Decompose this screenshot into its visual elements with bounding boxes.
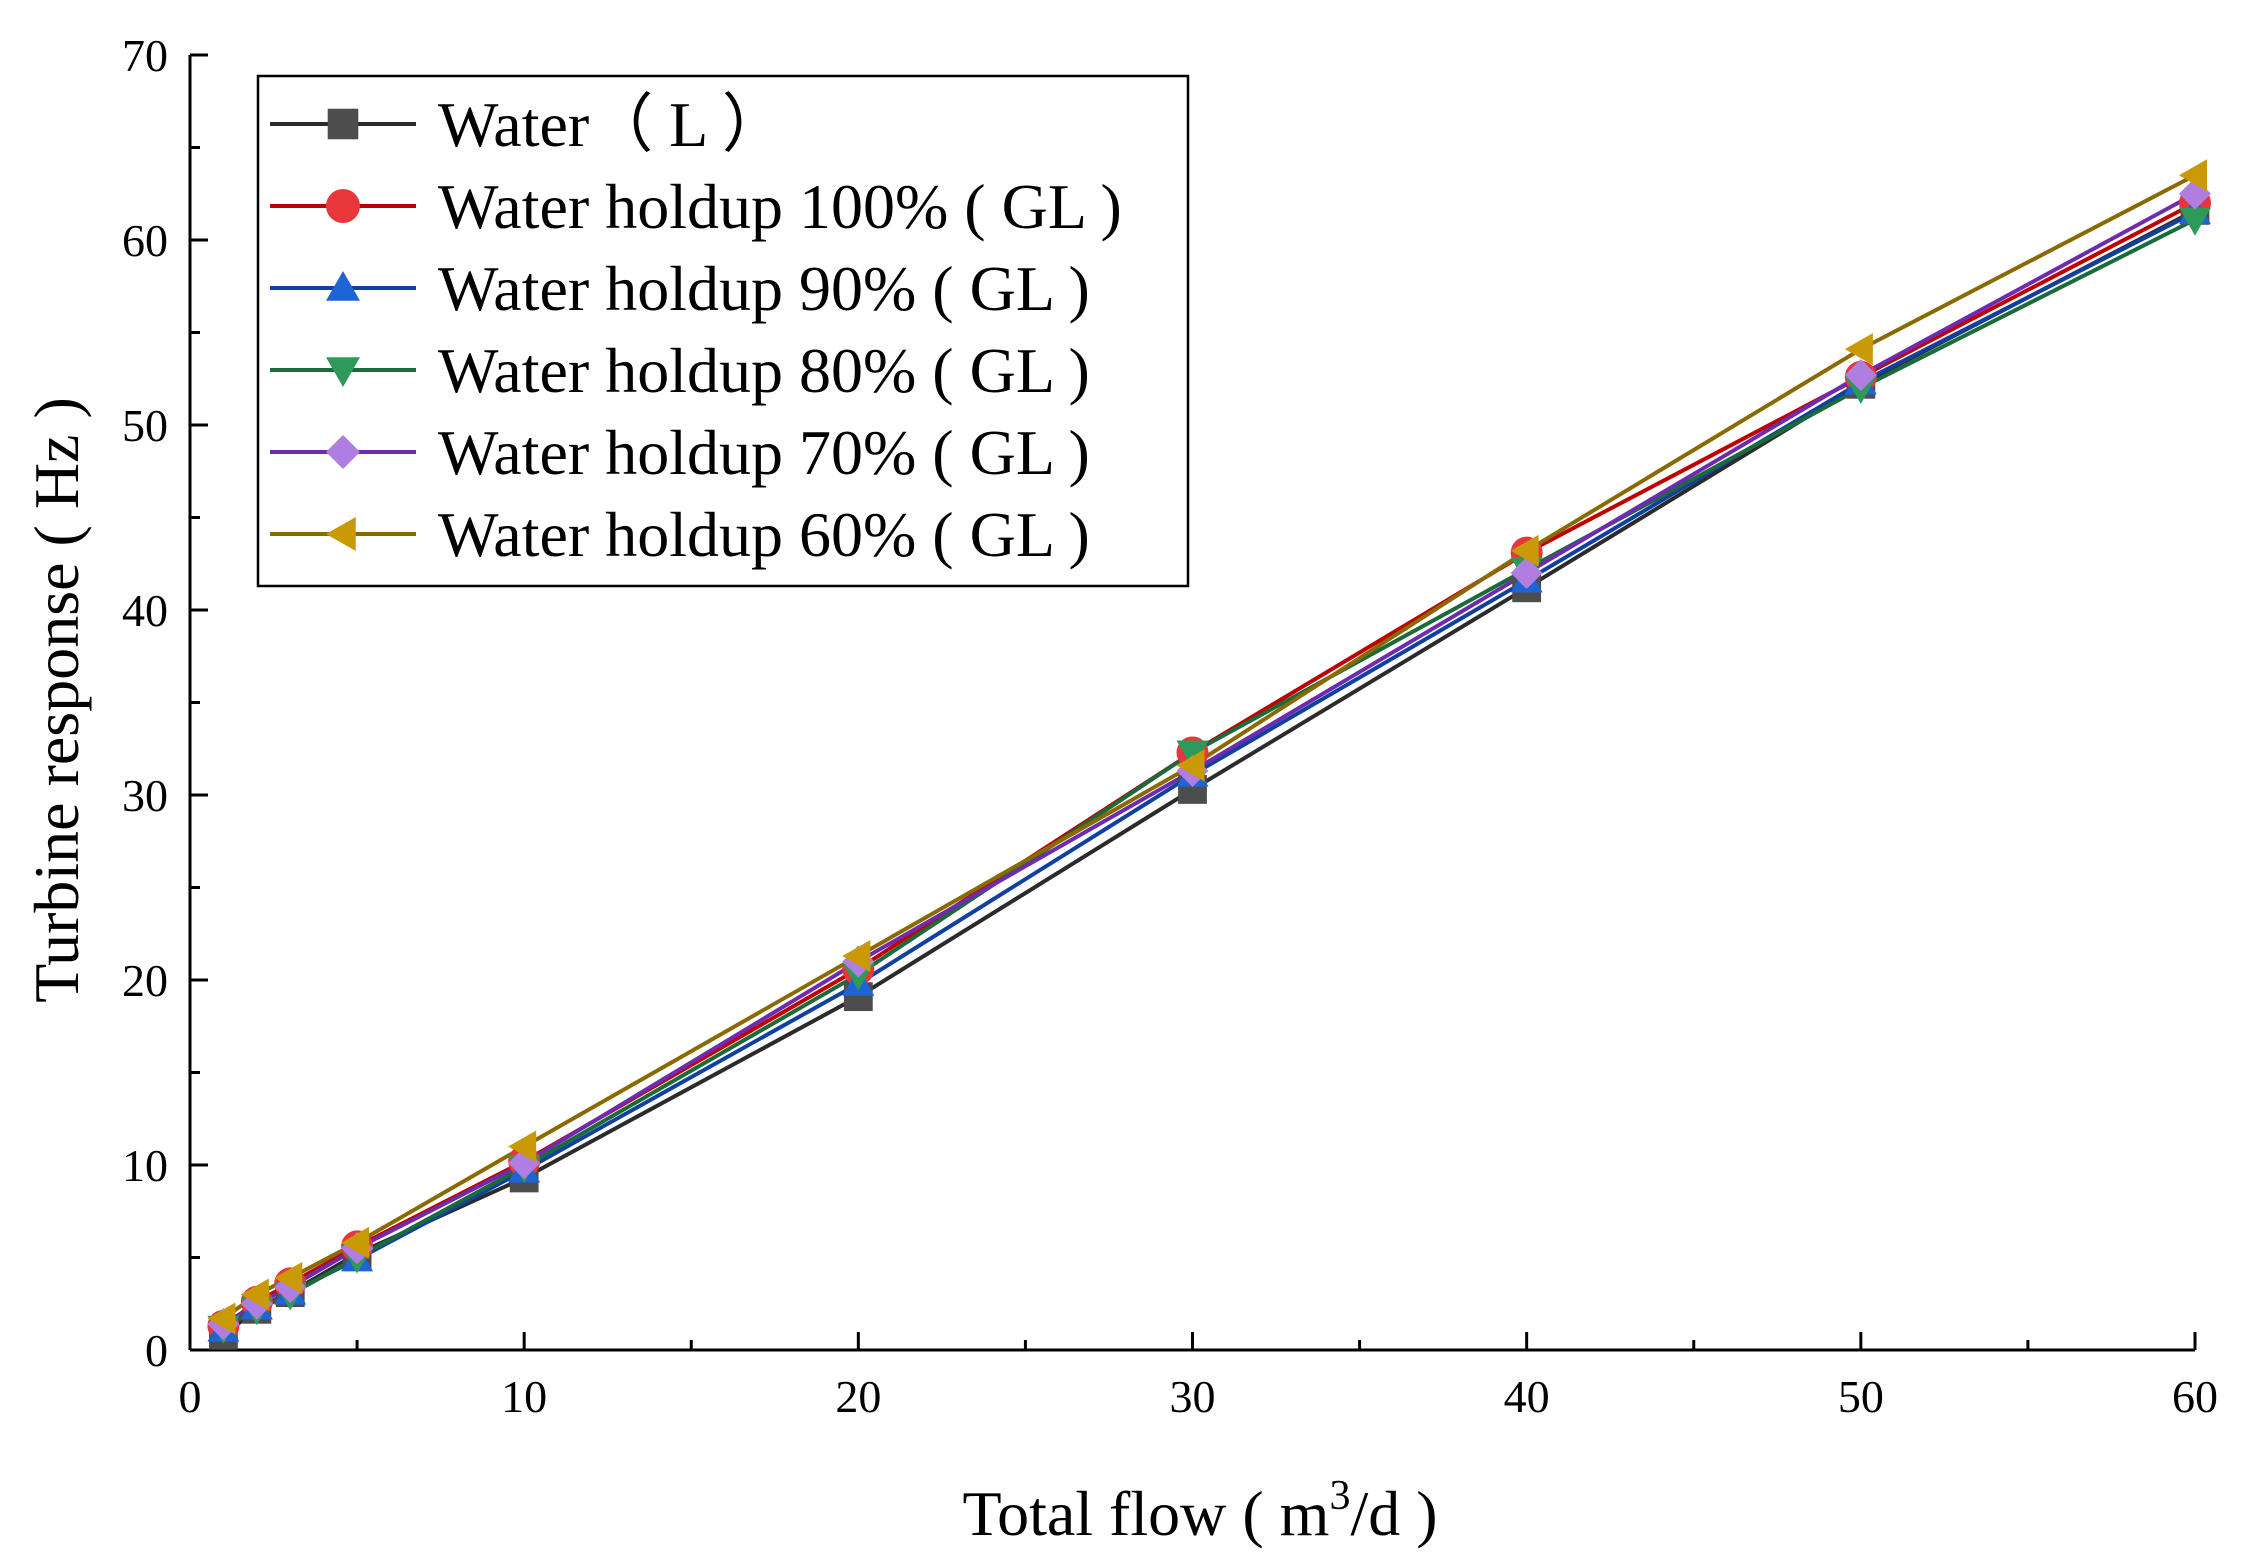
legend: Water（ L ） Water holdup 100% ( GL ) Water … — [256, 74, 1190, 588]
legend-label: Water holdup 90% ( GL ) — [438, 253, 1090, 324]
legend-entry: Water holdup 70% ( GL ) — [270, 417, 1090, 488]
x-axis-title: Total flow ( m3/d ) — [962, 1473, 1437, 1549]
y-tick-label: 60 — [122, 215, 168, 266]
legend-entry: Water holdup 60% ( GL ) — [270, 499, 1090, 570]
series-markers — [207, 159, 2211, 1350]
data-point — [2179, 159, 2207, 192]
data-point — [1176, 740, 1209, 769]
legend-label: Water holdup 60% ( GL ) — [438, 499, 1090, 570]
legend-label: Water holdup 80% ( GL ) — [438, 335, 1090, 406]
data-point — [1510, 534, 1539, 567]
legend-entry: Water holdup 80% ( GL ) — [270, 335, 1090, 406]
x-tick-label: 20 — [835, 1371, 881, 1422]
data-point — [508, 1130, 537, 1163]
legend-label: Water holdup 100% ( GL ) — [438, 171, 1122, 242]
legend-marker — [326, 357, 360, 387]
x-tick-label: 30 — [1170, 1371, 1216, 1422]
series-line — [222, 191, 2196, 1326]
data-point — [341, 1226, 370, 1259]
y-tick-label: 20 — [122, 955, 168, 1006]
y-tick-label: 70 — [122, 30, 168, 81]
series-line — [222, 173, 2196, 1321]
y-tick-label: 50 — [122, 400, 168, 451]
data-point — [1844, 359, 1877, 392]
x-tick-label: 0 — [179, 1371, 202, 1422]
data-point — [2179, 207, 2211, 236]
data-point — [1844, 333, 1873, 366]
x-axis-title-superscript: 3 — [1329, 1473, 1350, 1519]
legend-marker — [326, 189, 360, 223]
data-point — [207, 1302, 236, 1335]
data-point — [240, 1278, 269, 1311]
y-tick-label: 10 — [122, 1140, 168, 1191]
data-point — [274, 1261, 303, 1294]
data-point — [1176, 749, 1205, 782]
legend-marker — [326, 271, 360, 301]
legend-label: Water holdup 70% ( GL ) — [438, 417, 1090, 488]
x-tick-label: 60 — [2172, 1371, 2218, 1422]
y-axis-title: Turbine response ( Hz ) — [21, 397, 92, 1003]
x-tick-label: 40 — [1504, 1371, 1550, 1422]
x-tick-label: 50 — [1838, 1371, 1884, 1422]
legend-marker — [327, 108, 359, 140]
legend-marker — [326, 435, 360, 469]
x-axis: 0 10 20 30 40 50 60 — [179, 1332, 2218, 1422]
legend-marker — [326, 517, 356, 551]
y-axis: 0 10 20 30 40 50 60 70 — [122, 30, 208, 1376]
y-tick-label: 0 — [145, 1325, 168, 1376]
legend-label: Water（ L ） — [438, 89, 786, 160]
series-line — [222, 201, 2196, 1328]
legend-entry: Water holdup 100% ( GL ) — [270, 171, 1122, 242]
legend-entry: Water（ L ） — [270, 89, 786, 160]
series-lines — [222, 173, 2196, 1337]
y-tick-label: 30 — [122, 770, 168, 821]
data-point — [1510, 557, 1543, 589]
legend-entry: Water holdup 90% ( GL ) — [270, 253, 1090, 324]
data-point — [842, 939, 871, 972]
y-tick-label: 40 — [122, 585, 168, 636]
series-line — [222, 217, 2196, 1330]
legend-box — [256, 74, 1190, 588]
x-tick-label: 10 — [501, 1371, 547, 1422]
